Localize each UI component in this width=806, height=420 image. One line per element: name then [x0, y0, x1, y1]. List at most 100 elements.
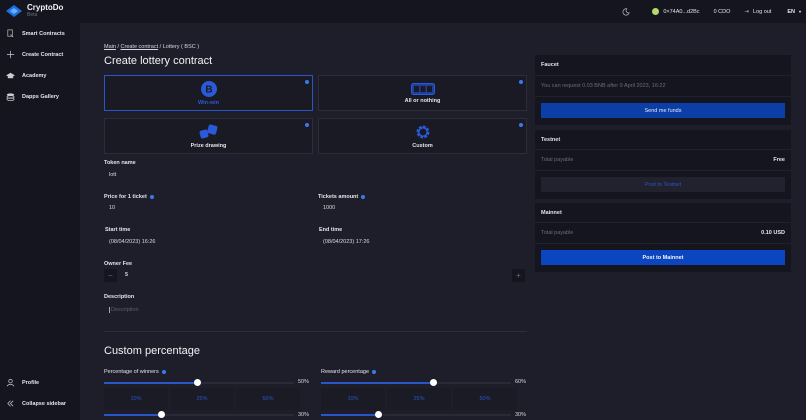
- breadcrumb: Main / Create contract / Lottery ( BSC ): [104, 44, 199, 50]
- user-icon: [6, 378, 15, 387]
- slider-fill: [104, 382, 198, 384]
- start-time-label: Start time: [105, 227, 131, 233]
- info-dot[interactable]: [519, 123, 523, 127]
- tickets-label: Tickets amount: [318, 194, 366, 200]
- info-dot[interactable]: [372, 370, 377, 374]
- reward-preset-25[interactable]: 25%: [387, 388, 451, 410]
- winners-preset-10[interactable]: 10%: [104, 388, 168, 410]
- slider-thumb[interactable]: [374, 411, 382, 418]
- contract-icon: [7, 29, 14, 38]
- mainnet-panel: Mainnet Total payable 0.10 USD Post to Ma…: [535, 203, 791, 272]
- theme-toggle-button[interactable]: [622, 7, 630, 16]
- description-label: Description: [104, 294, 135, 300]
- sidebar-item-label: Profile: [22, 379, 40, 386]
- reward-value: 60%: [515, 379, 527, 385]
- balance-text: 0 CDO: [713, 8, 731, 15]
- winners-preset-50[interactable]: 50%: [236, 388, 300, 410]
- winners-preset-25[interactable]: 25%: [170, 388, 234, 410]
- plus-icon: [6, 50, 15, 59]
- end-time-input[interactable]: (08/04/2023) 17:26: [323, 239, 370, 245]
- owner-fee-decrement-button[interactable]: −: [104, 269, 117, 282]
- info-dot[interactable]: [519, 80, 523, 84]
- app-subtitle: Beta: [27, 12, 38, 18]
- owner-fee-label: Owner Fee: [104, 261, 133, 267]
- faucet-message: You can request 0.03 BNB after 9 April 2…: [535, 76, 791, 97]
- gear-icon: [416, 125, 429, 138]
- language-label: EN: [787, 8, 795, 15]
- price-input[interactable]: 10: [109, 205, 116, 211]
- lottery-type-label: All or nothing: [404, 97, 441, 104]
- reward-preset-50[interactable]: 50%: [453, 388, 517, 410]
- slider-thumb[interactable]: [429, 379, 437, 386]
- collapse-sidebar-button[interactable]: Collapse sidebar: [6, 399, 66, 408]
- mainnet-total-value: 0.10 USD: [761, 230, 785, 236]
- logout-icon: ⇥: [744, 8, 749, 15]
- testnet-total-value: Free: [773, 157, 785, 163]
- sidebar-item-label: Smart Contracts: [22, 30, 65, 37]
- sidebar-item-academy[interactable]: Academy: [6, 71, 46, 80]
- logo[interactable]: CryptoDo Beta: [6, 4, 63, 18]
- sidebar-item-profile[interactable]: Profile: [6, 378, 39, 387]
- slot-machine-icon: [410, 82, 435, 95]
- testnet-total-label: Total payable: [541, 157, 574, 163]
- custom-percentage-title: Custom percentage: [104, 345, 200, 357]
- info-dot[interactable]: [305, 123, 309, 127]
- post-mainnet-button[interactable]: Post to Mainnet: [541, 250, 785, 265]
- start-time-input[interactable]: (08/04/2023) 16:26: [109, 239, 156, 245]
- slider-thumb[interactable]: [157, 411, 165, 418]
- sidebar-item-smart-contracts[interactable]: Smart Contracts: [6, 29, 65, 38]
- sidebar: CryptoDo Beta Smart Contracts Create Con…: [0, 0, 80, 420]
- reward-label: Reward percentage: [321, 369, 377, 375]
- lottery-type-win-win[interactable]: B Win-win: [104, 75, 313, 111]
- description-textarea[interactable]: Description: [104, 302, 527, 332]
- reward-secondary-slider[interactable]: [321, 411, 511, 418]
- reward-slider[interactable]: [321, 379, 511, 386]
- breadcrumb-create-link[interactable]: Create contract: [120, 44, 159, 50]
- faucet-title: Faucet: [535, 55, 791, 76]
- chevrons-left-icon: [7, 400, 14, 407]
- slider-fill: [321, 414, 378, 416]
- token-name-label: Token name: [104, 160, 136, 166]
- winners-presets: 10% 25% 50%: [104, 388, 302, 410]
- breadcrumb-main-link[interactable]: Main: [104, 44, 116, 50]
- layers-icon: [6, 93, 15, 101]
- page-title: Create lottery contract: [104, 55, 213, 67]
- winners-slider[interactable]: [104, 379, 294, 386]
- slider-thumb[interactable]: [193, 379, 201, 386]
- sidebar-item-dapps-gallery[interactable]: Dapps Gallery: [6, 92, 59, 101]
- lottery-type-all-or-nothing[interactable]: All or nothing: [318, 75, 527, 111]
- cryptodo-logo-icon: [6, 5, 22, 17]
- tickets-input[interactable]: 1000: [323, 205, 336, 211]
- wallet-address[interactable]: 0×74A0...d2Bc: [652, 8, 700, 15]
- winners-value: 50%: [298, 379, 310, 385]
- sidebar-item-create-contract[interactable]: Create Contract: [6, 50, 63, 59]
- chevron-down-icon: ▾: [798, 9, 801, 14]
- end-time-label: End time: [319, 227, 343, 233]
- mainnet-total-row: Total payable 0.10 USD: [535, 223, 791, 244]
- owner-fee-input[interactable]: 5: [125, 272, 129, 278]
- token-name-input[interactable]: lott: [109, 172, 117, 178]
- language-select[interactable]: EN ▾: [787, 9, 801, 15]
- reward-presets: 10% 25% 50%: [321, 388, 519, 410]
- winners-secondary-slider[interactable]: [104, 411, 294, 418]
- slider-fill: [104, 414, 161, 416]
- info-dot[interactable]: [161, 370, 166, 374]
- logout-button[interactable]: ⇥ Log out: [744, 9, 771, 15]
- reward-secondary-value: 30%: [515, 412, 527, 418]
- lottery-type-custom[interactable]: Custom: [318, 118, 527, 154]
- sidebar-item-label: Create Contract: [22, 51, 64, 58]
- info-dot[interactable]: [149, 195, 154, 199]
- send-funds-button[interactable]: Send me funds: [541, 103, 785, 118]
- lottery-type-prize-drawing[interactable]: Prize drawing: [104, 118, 313, 154]
- reward-preset-10[interactable]: 10%: [321, 388, 385, 410]
- owner-fee-increment-button[interactable]: +: [512, 269, 525, 282]
- info-dot[interactable]: [361, 195, 366, 199]
- info-dot[interactable]: [305, 80, 309, 84]
- post-testnet-button[interactable]: Post to Testnet: [541, 177, 785, 192]
- price-label: Price for 1 ticket: [104, 194, 154, 200]
- testnet-panel: Testnet Total payable Free Post to Testne…: [535, 130, 791, 199]
- lottery-type-label: Prize drawing: [190, 142, 227, 149]
- tickets-label-text: Tickets amount: [318, 194, 359, 200]
- description-placeholder: Description: [109, 307, 139, 313]
- balance: 0 CDO: [714, 9, 731, 15]
